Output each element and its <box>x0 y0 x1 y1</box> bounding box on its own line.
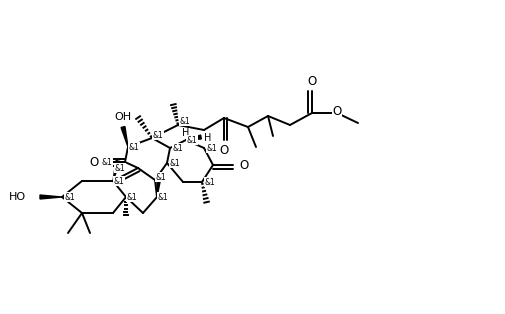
Text: &1: &1 <box>153 131 163 139</box>
Text: &1: &1 <box>206 143 217 153</box>
Text: HO: HO <box>9 192 26 202</box>
Text: O: O <box>219 143 228 156</box>
Text: H: H <box>204 133 211 143</box>
Text: &1: &1 <box>179 116 190 126</box>
Polygon shape <box>40 195 62 199</box>
Text: H: H <box>182 128 189 138</box>
Polygon shape <box>113 160 120 181</box>
Text: &1: &1 <box>169 159 180 167</box>
Text: &1: &1 <box>204 177 215 187</box>
Text: O: O <box>332 105 341 117</box>
Text: O: O <box>239 159 248 171</box>
Text: O: O <box>307 74 316 88</box>
Text: &1: &1 <box>65 192 75 202</box>
Text: &1: &1 <box>128 143 139 151</box>
Text: &1: &1 <box>156 172 166 181</box>
Text: &1: &1 <box>115 164 125 172</box>
Polygon shape <box>157 177 161 197</box>
Text: OH: OH <box>114 112 131 122</box>
Text: &1: &1 <box>158 192 168 202</box>
Text: O: O <box>88 156 97 166</box>
Text: &1: &1 <box>172 143 183 153</box>
Polygon shape <box>121 127 128 147</box>
Text: &1: &1 <box>114 176 124 186</box>
Text: &1: &1 <box>102 158 112 166</box>
Text: &1: &1 <box>126 192 137 202</box>
Text: &1: &1 <box>186 136 197 144</box>
Text: O: O <box>89 155 98 169</box>
Polygon shape <box>186 135 201 140</box>
